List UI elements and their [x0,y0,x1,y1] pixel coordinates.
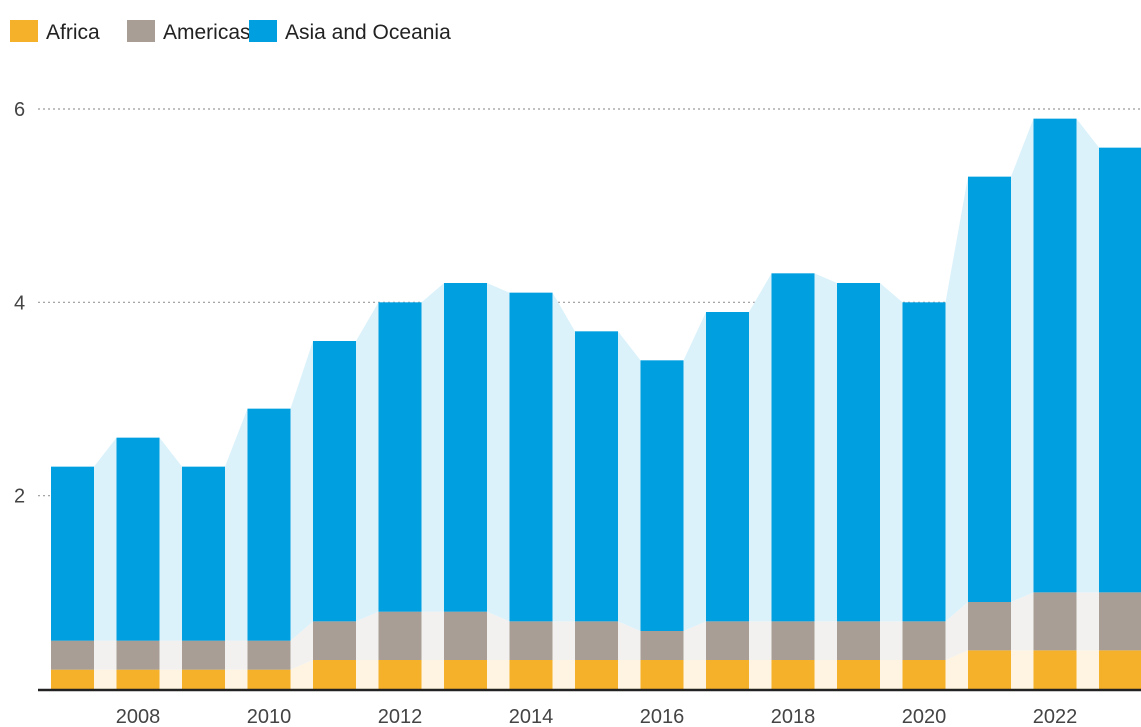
x-tick-label: 2012 [378,706,423,727]
legend-swatch-asia-and-oceania [249,20,277,42]
bar-asia-and-oceania-2013 [444,283,487,612]
y-tick-label: 2 [14,486,25,508]
bar-africa-2011 [313,660,356,689]
bar-asia-and-oceania-2009 [182,466,225,641]
bar-africa-2021 [968,650,1011,689]
y-tick-label: 6 [14,99,25,121]
bar-asia-and-oceania-2010 [247,408,291,641]
legend-swatch-americas [127,20,155,42]
bar-americas-2019 [837,621,880,660]
bar-africa-2008 [116,669,160,689]
bar-asia-and-oceania-2019 [837,283,880,622]
bar-asia-and-oceania-2008 [116,437,160,641]
bar-americas-2015 [575,621,618,660]
x-tick-label: 2014 [509,706,554,727]
bar-americas-2020 [902,621,946,660]
bar-africa-2017 [706,660,749,689]
bar-asia-and-oceania-2018 [771,273,815,622]
bar-africa-2013 [444,660,487,689]
bar-africa-2015 [575,660,618,689]
x-tick-label: 2008 [116,706,161,727]
bar-americas-2016 [640,631,684,660]
bar-americas-2017 [706,621,749,660]
bar-asia-and-oceania-2021 [968,176,1011,602]
bar-asia-and-oceania-2015 [575,331,618,622]
bar-asia-and-oceania-2012 [378,302,422,612]
y-axis-ticks: 2 4 6 [14,99,25,508]
bar-africa-2014 [509,660,553,689]
bar-asia-and-oceania-2011 [313,341,356,622]
bar-asia-and-oceania-2007 [51,466,94,641]
bar-americas-2012 [378,611,422,660]
bar-americas-2008 [116,640,160,670]
bar-africa-2019 [837,660,880,689]
bar-africa-2007 [51,669,94,689]
legend: Africa Americas Asia and Oceania [10,20,451,44]
bar-americas-2010 [247,640,291,670]
bar-asia-and-oceania-2023 [1099,147,1141,593]
bar-americas-2018 [771,621,815,660]
x-tick-label: 2020 [902,706,947,727]
x-tick-label: 2018 [771,706,816,727]
legend-swatch-africa [10,20,38,42]
bar-americas-2023 [1099,592,1141,651]
bar-americas-2013 [444,611,487,660]
bar-africa-2012 [378,660,422,689]
bars [51,118,1141,689]
bar-americas-2011 [313,621,356,660]
bar-africa-2016 [640,660,684,689]
bar-africa-2023 [1099,650,1141,689]
bar-africa-2010 [247,669,291,689]
x-axis-ticks: 2008 2010 2012 2014 2016 2018 2020 2022 [116,706,1078,727]
bar-asia-and-oceania-2014 [509,292,553,622]
bar-asia-and-oceania-2016 [640,360,684,631]
bar-africa-2018 [771,660,815,689]
x-tick-label: 2016 [640,706,685,727]
legend-label: Asia and Oceania [285,21,451,44]
bar-asia-and-oceania-2017 [706,312,749,622]
legend-label: Africa [46,21,100,44]
bar-americas-2014 [509,621,553,660]
bar-africa-2022 [1033,650,1077,689]
x-tick-label: 2010 [247,706,292,727]
bar-africa-2020 [902,660,946,689]
bar-asia-and-oceania-2022 [1033,118,1077,593]
bar-americas-2021 [968,602,1011,651]
x-tick-label: 2022 [1033,706,1078,727]
bar-asia-and-oceania-2020 [902,302,946,622]
bar-americas-2007 [51,640,94,670]
bar-americas-2009 [182,640,225,670]
bar-africa-2009 [182,669,225,689]
legend-label: Americas [163,21,251,44]
bar-americas-2022 [1033,592,1077,651]
y-tick-label: 4 [14,292,25,314]
